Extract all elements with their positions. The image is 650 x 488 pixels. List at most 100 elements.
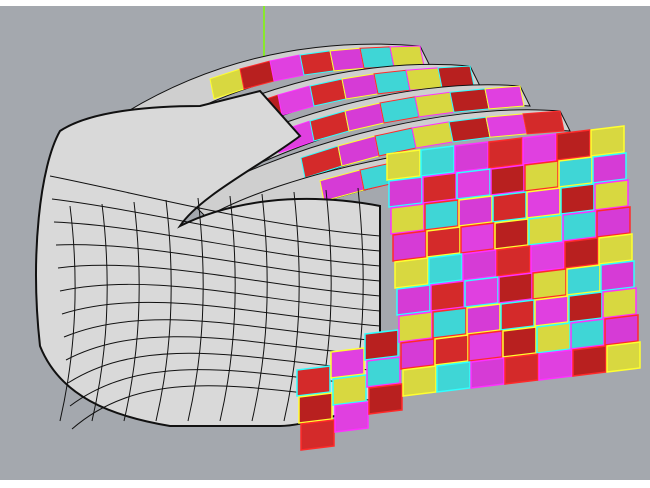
panel <box>532 268 567 300</box>
panel <box>454 141 489 173</box>
ribbon-panel <box>522 110 565 135</box>
panel <box>496 245 531 277</box>
panel <box>536 322 571 354</box>
panel <box>456 168 491 200</box>
mesh-line <box>219 195 236 422</box>
panel <box>402 365 437 397</box>
ribbon-panel <box>389 45 425 68</box>
panel <box>470 357 505 389</box>
panel <box>396 284 431 316</box>
panel <box>534 295 569 327</box>
panel <box>428 253 463 285</box>
panel <box>296 365 331 397</box>
panel <box>530 241 565 273</box>
panel <box>366 356 401 388</box>
panel <box>488 137 523 169</box>
panel <box>394 257 429 289</box>
panel <box>494 218 529 250</box>
ribbon-panel <box>414 91 455 118</box>
panel <box>464 276 499 308</box>
panel <box>368 383 403 415</box>
mesh-line <box>123 201 140 422</box>
panel <box>568 291 603 323</box>
panel <box>558 156 593 188</box>
panel <box>332 374 367 406</box>
colored-panel-grid <box>296 125 641 451</box>
panel <box>458 195 493 227</box>
panel <box>598 233 633 265</box>
panel <box>500 299 535 331</box>
mesh-line <box>55 244 381 282</box>
mesh-line <box>63 319 381 342</box>
panel <box>400 338 435 370</box>
panel <box>386 149 421 181</box>
ribbon-panel <box>405 67 443 91</box>
panel <box>424 199 459 231</box>
panel <box>570 318 605 350</box>
panel <box>538 349 573 381</box>
panel <box>594 179 629 211</box>
mesh-line <box>49 175 381 237</box>
panel <box>602 287 637 319</box>
ribbon-panel <box>329 47 365 72</box>
viewport-canvas[interactable] <box>0 6 650 480</box>
panel <box>502 326 537 358</box>
gray-shell-surface <box>35 89 381 427</box>
panel <box>398 311 433 343</box>
panel <box>592 152 627 184</box>
panel <box>422 172 457 204</box>
panel <box>564 237 599 269</box>
ribbon-panel <box>485 113 528 138</box>
panel <box>468 330 503 362</box>
ribbon-panel <box>373 69 411 95</box>
ribbon-panel <box>484 85 525 110</box>
panel <box>388 176 423 208</box>
panel <box>460 222 495 254</box>
panel <box>572 345 607 377</box>
panel <box>434 334 469 366</box>
panel <box>436 361 471 393</box>
panel <box>466 303 501 335</box>
panel <box>300 419 335 451</box>
mesh-line <box>91 203 108 422</box>
panel <box>504 353 539 385</box>
panel <box>364 329 399 361</box>
mesh-line <box>251 193 268 422</box>
panel <box>590 125 625 157</box>
panel <box>556 129 591 161</box>
ribbon-panel <box>299 50 335 76</box>
ribbon-panel <box>449 88 490 113</box>
panel <box>604 314 639 346</box>
panel <box>566 264 601 296</box>
panel <box>432 307 467 339</box>
panel <box>392 230 427 262</box>
mesh-line <box>51 198 381 252</box>
panel <box>526 187 561 219</box>
mesh-line <box>61 301 381 327</box>
panel <box>420 145 455 177</box>
panel <box>330 347 365 379</box>
panel <box>430 280 465 312</box>
panel <box>498 272 533 304</box>
panel <box>462 249 497 281</box>
panel <box>562 210 597 242</box>
mesh-line <box>283 191 300 422</box>
panel <box>522 133 557 165</box>
panel <box>524 160 559 192</box>
panel <box>426 226 461 258</box>
panel <box>528 214 563 246</box>
mesh-line <box>59 283 381 312</box>
mesh-line <box>57 264 381 297</box>
panel <box>390 203 425 235</box>
mesh-line <box>53 221 381 267</box>
panel <box>600 260 635 292</box>
panel <box>298 392 333 424</box>
panel <box>492 191 527 223</box>
panel <box>560 183 595 215</box>
panel <box>596 206 631 238</box>
mesh-line <box>59 205 76 422</box>
ribbon-panel <box>448 116 491 143</box>
ribbon-panel <box>359 46 395 69</box>
panel <box>334 401 369 433</box>
